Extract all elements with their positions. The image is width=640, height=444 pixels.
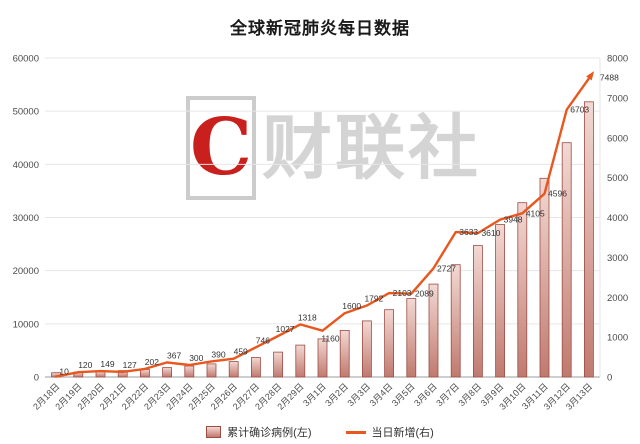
- bar: [561, 142, 572, 378]
- right-axis-label: 4000: [607, 213, 628, 224]
- legend-item-line: 当日新增(右): [345, 424, 434, 440]
- left-axis-label: 60000: [13, 54, 39, 65]
- x-axis-label: 3月2日: [323, 381, 350, 408]
- x-axis-label: 3月7日: [434, 381, 461, 408]
- right-axis-label: 2000: [607, 293, 628, 304]
- point-label: 1318: [298, 312, 317, 322]
- line-series: [54, 77, 591, 378]
- point-label: 1600: [342, 301, 361, 311]
- bar: [584, 101, 594, 378]
- bar: [317, 338, 328, 378]
- bar: [206, 363, 217, 378]
- line-arrow: [586, 71, 595, 81]
- bar: [406, 298, 417, 378]
- right-axis-label: 1000: [607, 333, 628, 344]
- right-axis-label: 7000: [607, 93, 628, 104]
- point-label: 1792: [364, 294, 383, 304]
- left-axis-label: 20000: [13, 266, 39, 277]
- bar: [228, 361, 239, 378]
- point-label: 746: [256, 335, 270, 345]
- right-axis-label: 5000: [607, 173, 628, 184]
- x-axis-label: 3月5日: [390, 381, 417, 408]
- chart-title: 全球新冠肺炎每日数据: [230, 19, 410, 38]
- point-label: 149: [100, 359, 114, 369]
- point-label: 120: [78, 360, 92, 370]
- x-axis-label: 3月6日: [412, 381, 439, 408]
- bar: [184, 365, 195, 378]
- bar: [361, 320, 372, 378]
- point-label: 459: [234, 347, 248, 357]
- legend-line-label: 当日新增(右): [371, 427, 434, 439]
- x-axis-label: 3月8日: [456, 381, 483, 408]
- x-axis-label: 3月3日: [345, 381, 372, 408]
- point-label: 7488: [600, 72, 619, 82]
- point-label: 4596: [548, 189, 567, 199]
- point-label: 2089: [415, 289, 434, 299]
- point-label: 300: [189, 353, 203, 363]
- bar: [539, 177, 550, 378]
- bar: [250, 357, 261, 378]
- x-axis-label: 3月4日: [368, 381, 395, 408]
- point-label: 1027: [276, 324, 295, 334]
- point-label: 4105: [526, 208, 545, 218]
- bar: [495, 224, 506, 378]
- left-axis-label: 30000: [13, 213, 39, 224]
- watermark: C 财联社: [186, 96, 481, 200]
- legend-bar-label: 累计确诊病例(左): [227, 427, 312, 439]
- bar: [295, 344, 306, 378]
- point-label: 3633: [459, 227, 478, 237]
- left-axis-label: 10000: [13, 319, 39, 330]
- point-label: 2727: [437, 263, 456, 273]
- legend-item-bars: 累计确诊病例(左): [206, 424, 312, 440]
- point-label: 367: [167, 350, 181, 360]
- x-axis-label: 3月1日: [301, 381, 328, 408]
- bar: [517, 202, 528, 378]
- bar: [273, 351, 284, 378]
- legend-bar-swatch: [206, 426, 222, 438]
- bar: [450, 264, 461, 378]
- point-label: 10: [59, 367, 69, 377]
- bar: [472, 245, 483, 378]
- point-label: 390: [211, 349, 225, 359]
- right-axis-label: 6000: [607, 133, 628, 144]
- bar: [162, 367, 173, 378]
- combo-chart: 0 10000 20000 30000 40000 50000 60000 0 1000 2000…: [13, 54, 629, 412]
- legend-line-swatch: [345, 430, 366, 434]
- right-axis-label: 3000: [607, 253, 628, 264]
- bar: [384, 309, 395, 378]
- bar: [117, 370, 128, 378]
- point-label: 6703: [570, 105, 589, 115]
- cailian-logo-box: C: [186, 96, 256, 200]
- cailian-logo-letter: C: [189, 102, 253, 193]
- point-label: 2103: [393, 288, 412, 298]
- watermark-text: 财联社: [262, 109, 481, 187]
- point-label: 1160: [321, 334, 340, 344]
- legend: 累计确诊病例(左) 当日新增(右): [0, 424, 640, 440]
- right-axis-label: 8000: [607, 54, 628, 65]
- left-axis-label: 0: [34, 373, 39, 384]
- point-label: 202: [145, 357, 159, 367]
- bar: [139, 369, 150, 378]
- bar: [339, 329, 350, 378]
- bar: [428, 283, 439, 378]
- point-label: 3610: [481, 228, 500, 238]
- point-label: 3948: [504, 215, 523, 225]
- point-label: 127: [123, 360, 137, 370]
- left-axis-label: 50000: [13, 107, 39, 118]
- right-axis-label: 0: [607, 373, 612, 384]
- left-axis-label: 40000: [13, 160, 39, 171]
